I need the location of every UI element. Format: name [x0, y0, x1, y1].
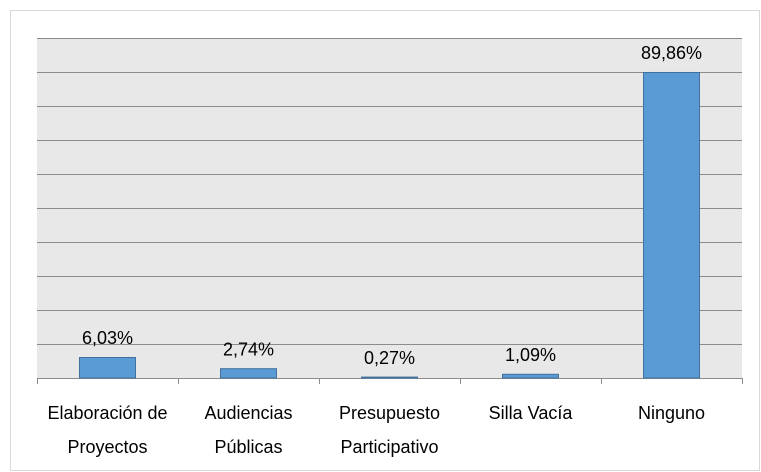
value-label: 2,74% — [223, 339, 274, 359]
value-label: 89,86% — [641, 43, 702, 63]
value-label: 6,03% — [82, 328, 133, 348]
value-label: 1,09% — [505, 345, 556, 365]
x-tick-label: Audiencias Públicas — [204, 403, 293, 457]
bar — [502, 373, 559, 379]
bar — [79, 356, 136, 379]
bar — [361, 376, 418, 379]
value-label: 0,27% — [364, 348, 415, 368]
bar — [643, 71, 700, 379]
x-tick-label: Presupuesto Participativo — [338, 403, 441, 457]
x-tick-label: Ninguno — [637, 403, 706, 423]
x-tick-label: Elaboración de Proyectos — [47, 403, 168, 457]
x-tick-label: Silla Vacía — [488, 403, 573, 423]
bar — [220, 368, 277, 379]
